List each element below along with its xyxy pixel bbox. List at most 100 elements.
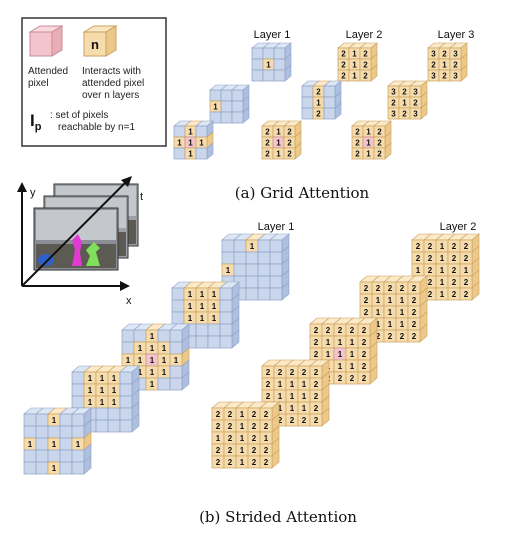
cell-value: 1 [188, 139, 193, 148]
cell-value: 2 [416, 254, 421, 263]
cell-value: 1 [200, 314, 205, 323]
cell-value: 2 [400, 284, 405, 293]
cell-value: 1 [188, 302, 193, 311]
grid-cell [71, 395, 85, 409]
grid-cell [207, 335, 221, 349]
grid-cell [59, 413, 73, 427]
cell-value: 2 [428, 254, 433, 263]
cell-value: 2 [278, 368, 283, 377]
cell-value: 2 [326, 326, 331, 335]
grid-cell [251, 47, 264, 60]
cell-value: 1 [162, 356, 167, 365]
cell-value: 2 [302, 416, 307, 425]
grid-cell [245, 251, 259, 265]
grid-cell [219, 323, 233, 337]
cell-value: 1 [212, 290, 217, 299]
grid-l2-front: 2 1 22 1 22 1 2 [261, 120, 302, 160]
cell-value: 1 [100, 374, 105, 383]
grid-cell [273, 58, 286, 71]
cell-value: 2 [428, 266, 433, 275]
cell-value: 2 [314, 392, 319, 401]
grid-cell [169, 377, 183, 391]
cell-value: 1 [100, 386, 105, 395]
grid-cell [47, 449, 61, 463]
grid-cell [269, 239, 283, 253]
cell-value: 1 [216, 434, 221, 443]
cell-value: 1 [388, 308, 393, 317]
grid-cell [259, 455, 273, 469]
grid-cell [119, 383, 133, 397]
cell-value: 2 [428, 242, 433, 251]
grid-cell [231, 111, 244, 124]
cell-value: 2 [355, 139, 360, 148]
grid-cell [257, 287, 271, 301]
grid-cell [119, 419, 133, 433]
cell-value: 1 [174, 356, 179, 365]
grid-cell [195, 335, 209, 349]
grid-cell [59, 425, 73, 439]
cell-value: 1 [464, 266, 469, 275]
grid-cell [269, 263, 283, 277]
cell-value: 1 [376, 296, 381, 305]
cell-value: 1 [100, 398, 105, 407]
cell-value: 1 [290, 404, 295, 413]
cell-value: 2 [363, 72, 368, 81]
cell-value: 2 [265, 139, 270, 148]
grid-cell [373, 147, 386, 160]
cell-value: 2 [362, 350, 367, 359]
cell-value: 1 [199, 139, 204, 148]
cell-value: 1 [416, 266, 421, 275]
grid-cell [23, 425, 37, 439]
grid-cell [207, 323, 221, 337]
cell-value: 1 [290, 392, 295, 401]
strided-attention-figure: 111 1 11 1 11 1 111 1 11 1 1 1 11 1 111 1 11 1 11 1 111 1 112 2… [23, 233, 480, 475]
grid-cell [121, 329, 135, 343]
cell-value: 1 [88, 374, 93, 383]
cell-value: 1 [278, 392, 283, 401]
cell-value: 1 [150, 344, 155, 353]
grid-cell [171, 299, 185, 313]
cell-value: 2 [363, 61, 368, 70]
cell-value: 2 [402, 110, 407, 119]
grid-cell [119, 407, 133, 421]
cell-value: 2 [400, 332, 405, 341]
cell-value: 1 [188, 128, 193, 137]
cell-value: 1 [28, 440, 33, 449]
cell-value: 2 [265, 128, 270, 137]
grid-cell [121, 341, 135, 355]
grid-cell [23, 461, 37, 475]
cell-value: 1 [88, 386, 93, 395]
cell-value: 2 [252, 458, 257, 467]
cell-value: 2 [350, 374, 355, 383]
grid-cell [219, 335, 233, 349]
grid-cell [233, 251, 247, 265]
grid-cell [269, 251, 283, 265]
grid-cell [23, 449, 37, 463]
grid-cell [301, 107, 314, 120]
cell-value: 1 [352, 61, 357, 70]
cell-value: 2 [412, 284, 417, 293]
cell-value: 2 [290, 416, 295, 425]
cell-value: 1 [376, 308, 381, 317]
cell-value: 2 [216, 422, 221, 431]
video-frame [33, 207, 119, 271]
cell-value: 2 [452, 290, 457, 299]
cell-value: 1 [366, 139, 371, 148]
x-axis-label: x [126, 295, 132, 307]
cell-value: 2 [453, 61, 458, 70]
cell-value: 1 [366, 150, 371, 159]
cell-value: 1 [150, 356, 155, 365]
grid-cell [233, 263, 247, 277]
cell-value: 2 [316, 110, 321, 119]
grid-cell [257, 251, 271, 265]
y-axis-label: y [30, 187, 36, 199]
cell-value: 1 [302, 380, 307, 389]
grid-cell [119, 371, 133, 385]
cell-value: 1 [388, 320, 393, 329]
grid-cell [323, 96, 336, 109]
grid-layer3-label: Layer 3 [438, 29, 475, 41]
strided-l2-block-4: 2222221112211122111222222 [261, 359, 330, 427]
grid-attention-caption: (a) Grid Attention [235, 184, 370, 202]
cell-value: 1 [52, 416, 57, 425]
cell-value: 1 [352, 72, 357, 81]
